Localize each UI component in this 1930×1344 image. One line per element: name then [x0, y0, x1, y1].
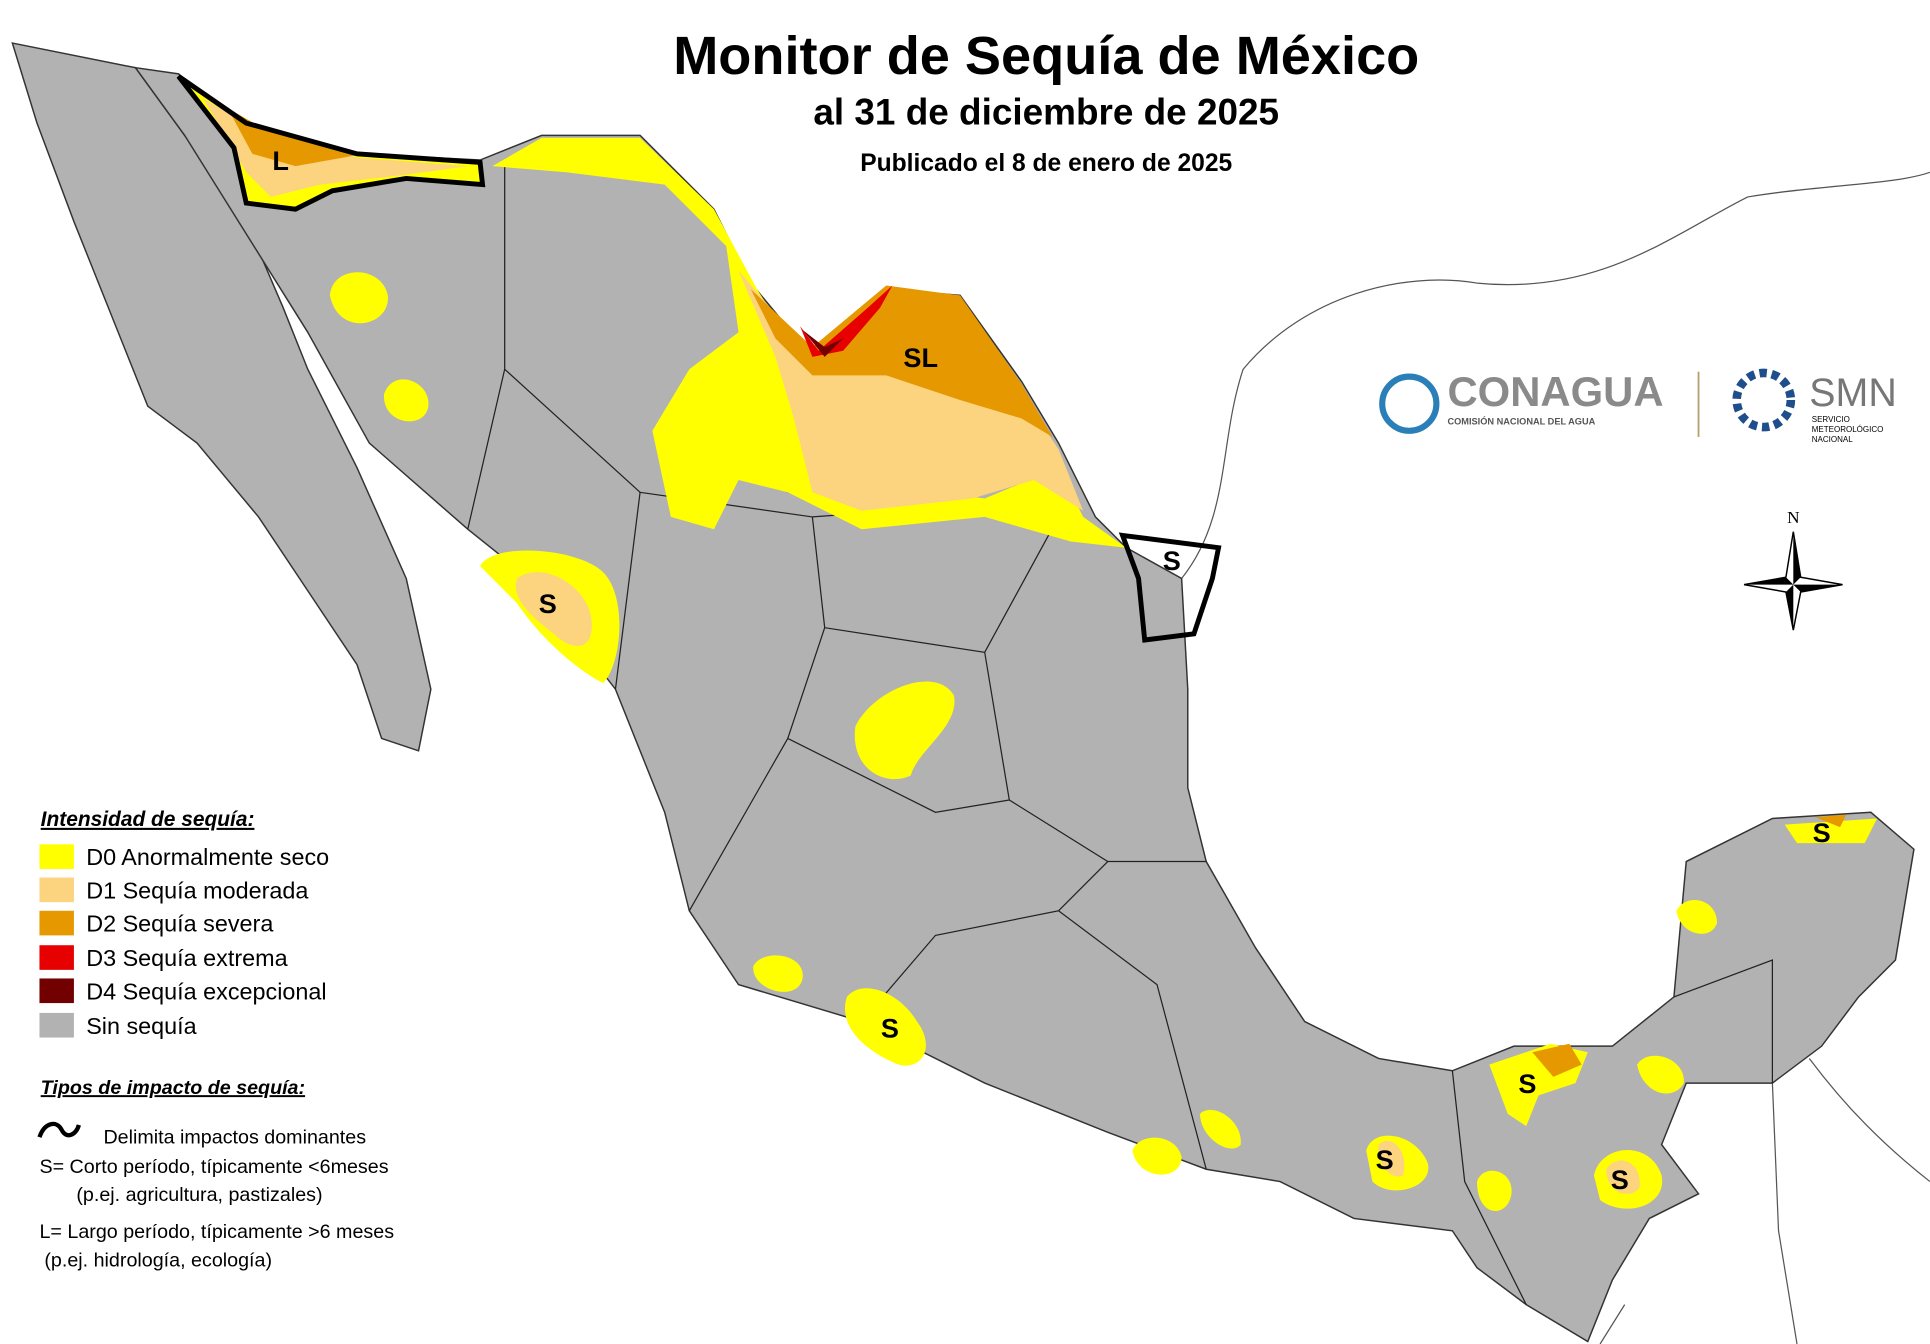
- compass-north: N: [1787, 508, 1800, 527]
- conagua-icon: [1379, 373, 1440, 434]
- subtitle: al 31 de diciembre de 2025: [813, 91, 1279, 132]
- drought-area: [738, 270, 1084, 511]
- drought-area: [1676, 900, 1717, 934]
- drought-area: [1132, 1137, 1182, 1175]
- impact-line-symbol: [37, 1121, 81, 1139]
- legend-label: D3 Sequía extrema: [86, 945, 287, 971]
- drought-area: [515, 572, 592, 646]
- legend-label: D2 Sequía severa: [86, 911, 273, 937]
- smn-subtitle-line: METEOROLÓGICO: [1812, 425, 1884, 434]
- logos: CONAGUA COMISIÓN NACIONAL DEL AGUA SMN S…: [1379, 368, 1897, 444]
- impact-long-example: (p.ej. hidrología, ecología): [44, 1249, 272, 1271]
- drought-area: [802, 329, 844, 357]
- map-label: S: [1813, 817, 1831, 848]
- map-label: S: [1518, 1068, 1536, 1099]
- drought-area: [854, 681, 955, 780]
- impact-short-example: (p.ej. agricultura, pastizales): [76, 1184, 322, 1206]
- map-label: S: [1611, 1164, 1629, 1195]
- compass: N: [1743, 508, 1843, 631]
- state-borders: [467, 160, 1774, 1305]
- legend-label: D4 Sequía excepcional: [86, 978, 326, 1004]
- drought-area: [1606, 1160, 1640, 1194]
- legend-label: Sin sequía: [86, 1013, 196, 1039]
- legend-swatch: [39, 1012, 74, 1038]
- impact-legend: Tipos de impacto de sequía: Delimita imp…: [37, 1077, 394, 1271]
- published-date: Publicado el 8 de enero de 2025: [860, 150, 1232, 177]
- map-label: SL: [903, 342, 938, 373]
- conagua-name: CONAGUA: [1447, 368, 1663, 415]
- drought-area: [1200, 1109, 1241, 1149]
- smn-subtitle-line: NACIONAL: [1812, 435, 1853, 444]
- drought-area: [1532, 1043, 1582, 1077]
- map-labels: L SL S S S S S S S: [272, 145, 1830, 1195]
- compass-star-fill: [1744, 531, 1843, 631]
- impact-line-text: Delimita impactos dominantes: [103, 1126, 366, 1148]
- drought-area: [1477, 1170, 1512, 1212]
- map-label: S: [881, 1013, 899, 1044]
- neighbor-outlines: [1181, 171, 1930, 1344]
- smn-name: SMN: [1809, 371, 1897, 415]
- legend-title: Intensidad de sequía:: [41, 808, 255, 831]
- smn-subtitle: SERVICIO METEOROLÓGICO NACIONAL: [1812, 415, 1884, 444]
- legend-swatch: [39, 877, 74, 903]
- drought-area: [1378, 1140, 1405, 1177]
- map-label: L: [272, 145, 289, 176]
- legend-swatch: [39, 978, 74, 1004]
- drought-area: [1815, 814, 1847, 828]
- drought-area: [844, 988, 926, 1066]
- map-label: S: [539, 588, 557, 619]
- conagua-subtitle: COMISIÓN NACIONAL DEL AGUA: [1447, 416, 1595, 427]
- legend-swatch: [39, 844, 74, 869]
- drought-area: [1637, 1055, 1684, 1094]
- legend: Intensidad de sequía: D0 Anormalmente se…: [39, 808, 329, 1039]
- legend-label: D0 Anormalmente seco: [86, 844, 329, 870]
- smn-icon: [1732, 368, 1796, 432]
- smn-subtitle-line: SERVICIO: [1812, 415, 1850, 424]
- impact-short: S= Corto período, típicamente <6meses: [39, 1156, 388, 1178]
- map-label: S: [1163, 545, 1181, 576]
- drought-area: [203, 98, 468, 197]
- legend-label: D1 Sequía moderada: [86, 877, 308, 903]
- impact-long: L= Largo período, típicamente >6 meses: [39, 1221, 394, 1243]
- drought-areas: [178, 76, 1877, 1212]
- impact-title: Tipos de impacto de sequía:: [41, 1077, 305, 1099]
- drought-area: [750, 285, 1053, 437]
- drought-area: [329, 272, 388, 324]
- title: Monitor de Sequía de México: [673, 26, 1419, 86]
- map-label: S: [1376, 1144, 1394, 1175]
- drought-area: [383, 379, 429, 422]
- legend-swatch: [39, 945, 74, 970]
- drought-area: [753, 955, 803, 992]
- drought-area: [1784, 818, 1877, 844]
- legend-swatch: [39, 910, 74, 936]
- impact-outlines: [176, 74, 1222, 643]
- drought-area: [800, 285, 893, 357]
